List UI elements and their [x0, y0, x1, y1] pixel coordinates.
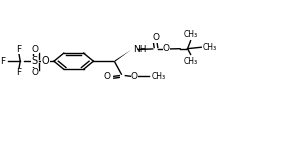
Text: F: F — [16, 68, 21, 77]
Text: O: O — [32, 45, 39, 54]
Polygon shape — [115, 50, 131, 62]
Text: CH₃: CH₃ — [202, 43, 216, 52]
Text: O: O — [104, 72, 110, 81]
Text: CH₃: CH₃ — [184, 57, 198, 66]
Text: O: O — [152, 33, 159, 42]
Text: O: O — [163, 44, 170, 53]
Text: F: F — [0, 57, 5, 66]
Text: S: S — [32, 56, 38, 66]
Text: F: F — [16, 45, 21, 54]
Text: NH: NH — [133, 45, 146, 54]
Text: CH₃: CH₃ — [152, 72, 166, 81]
Text: O: O — [42, 56, 49, 66]
Text: O: O — [131, 72, 138, 81]
Text: CH₃: CH₃ — [184, 30, 198, 39]
Text: O: O — [32, 68, 39, 77]
